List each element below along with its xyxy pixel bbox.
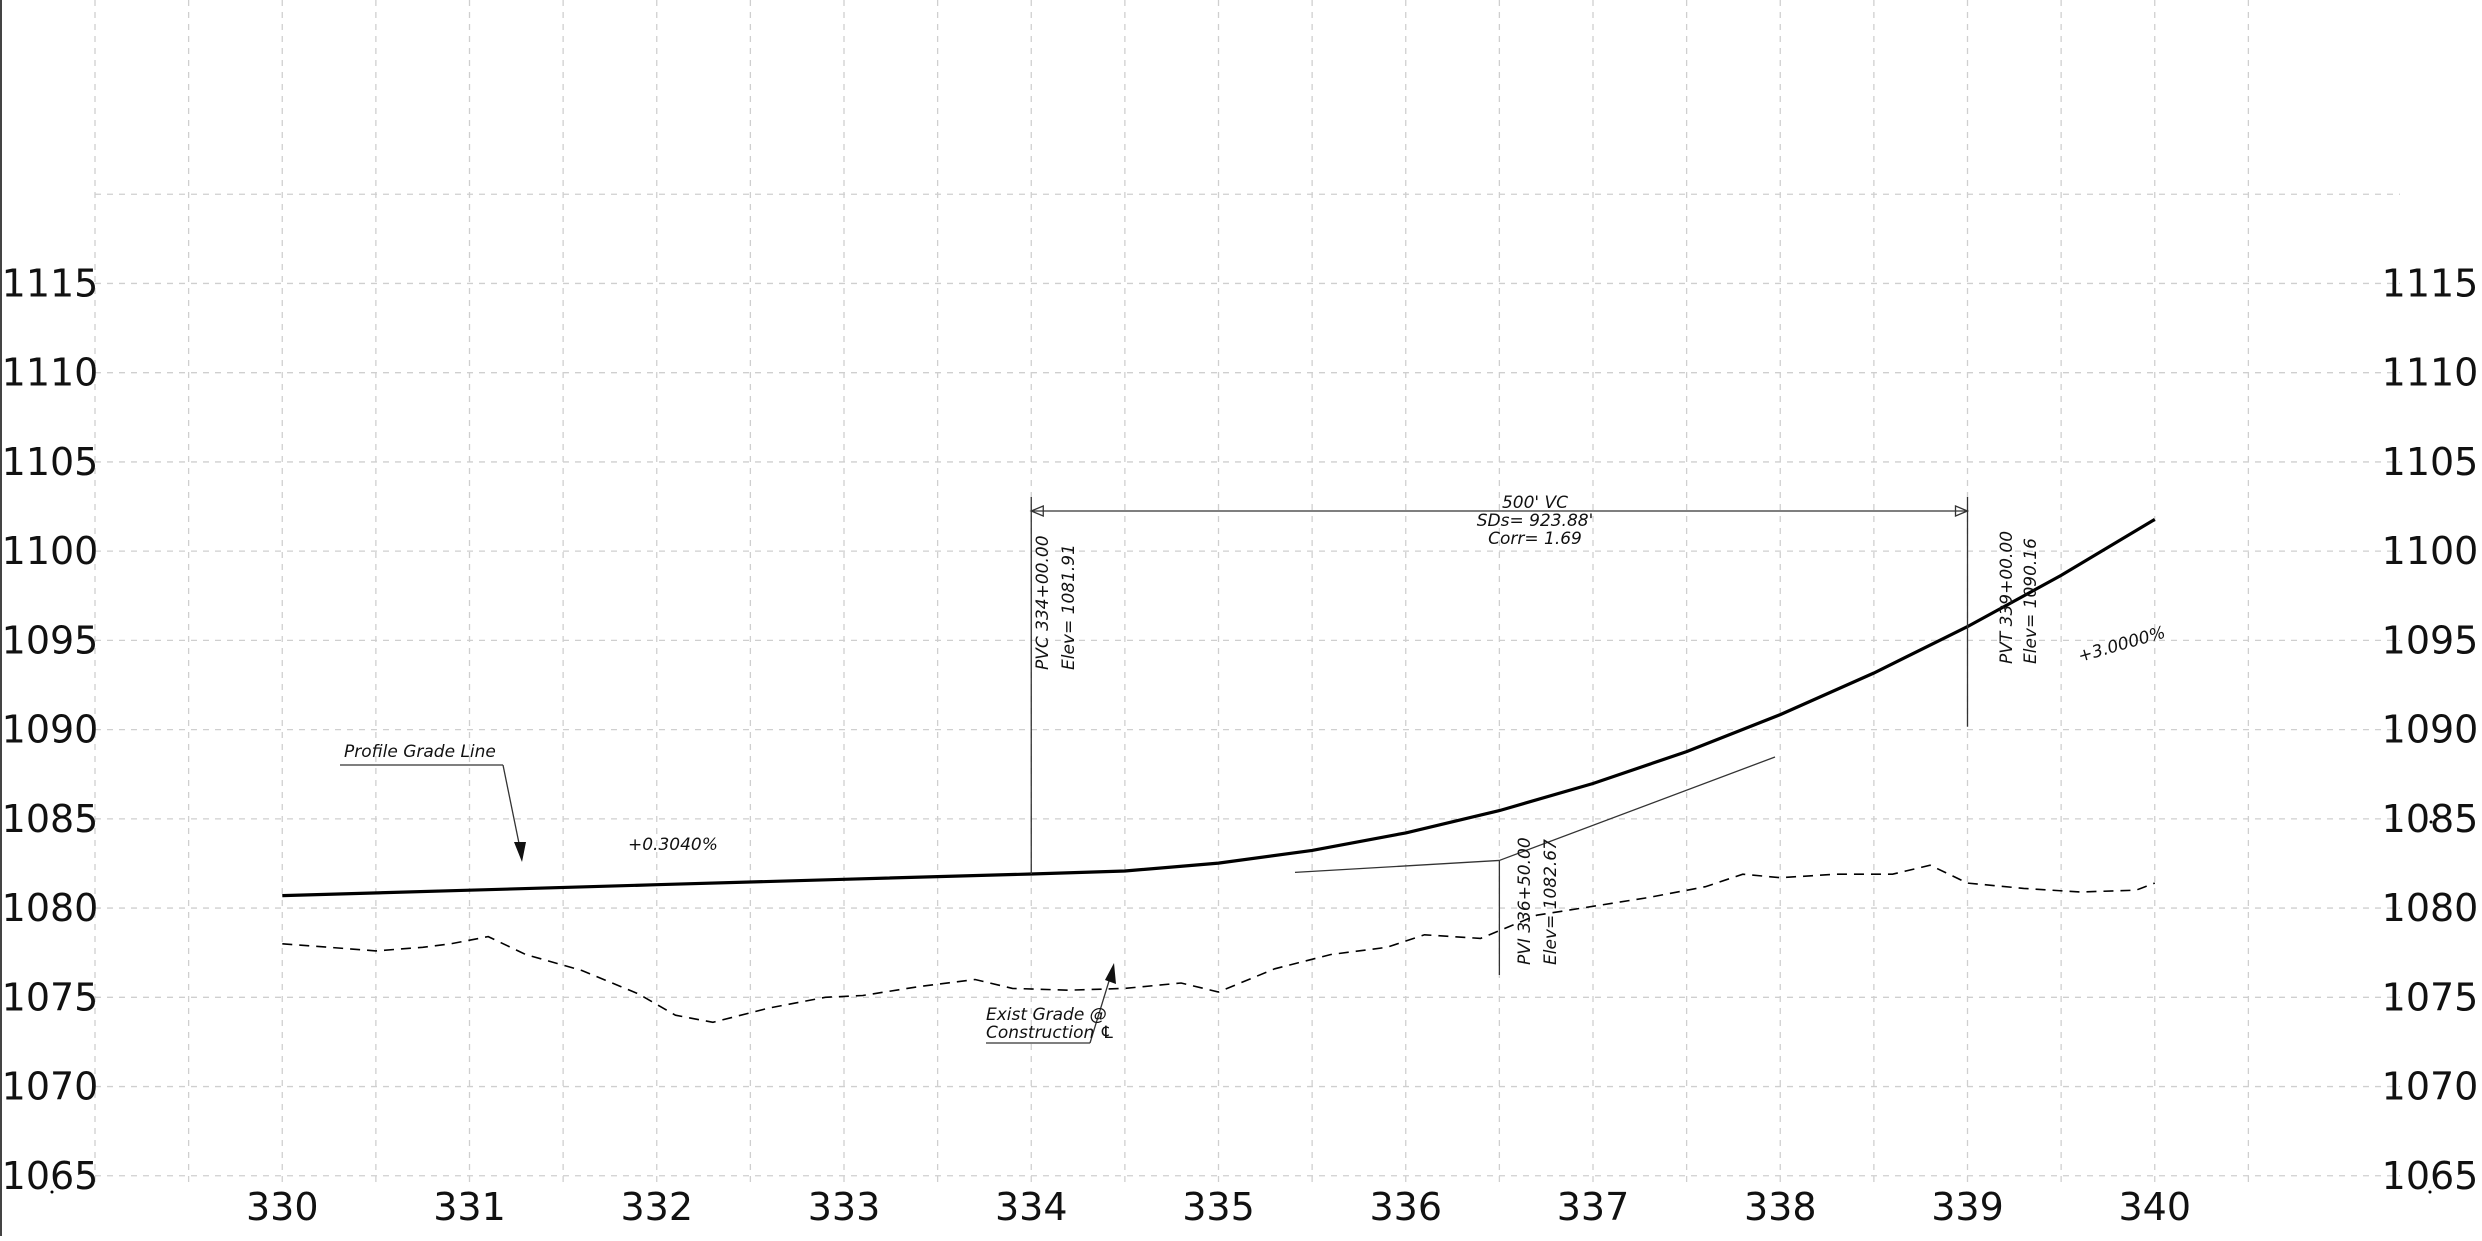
y-axis-left: 1065 1070 1075 1080 1085 1090 1095 1100 1105 1110… (2, 261, 99, 1197)
vc-length-label: 500' VC (1502, 493, 1568, 513)
correction-label: Corr= 1.69 (1488, 529, 1582, 549)
grade-left-label: +0.3040% (628, 835, 718, 855)
y-tick-label-right: 1070 (2382, 1065, 2479, 1109)
y-tick-label-right: 1095 (2382, 618, 2479, 662)
profile-grade-line (282, 518, 2156, 898)
x-tick-label: 333 (808, 1185, 881, 1229)
y-tick-label-right: 1075 (2382, 975, 2479, 1019)
pvi-elev-label: Elev= 1082.67 (1541, 839, 1561, 965)
x-tick-label: 340 (2118, 1185, 2191, 1229)
pvi-station-label: PVI 336+50.00 (1515, 837, 1535, 965)
exist-grade-leader-arrow (1105, 963, 1116, 984)
y-tick-label-right: 1110 (2382, 351, 2479, 395)
x-tick-label: 331 (433, 1185, 506, 1229)
x-tick-label: 337 (1557, 1185, 1630, 1229)
existing-grade-line (282, 864, 2156, 1024)
exist-grade-label-line1: Exist Grade @ (986, 1005, 1107, 1025)
y-tick-label-right: 1100 (2382, 529, 2479, 573)
y-tick-label-left: 1110 (2, 351, 99, 395)
y-tick-label-left: 1080 (2, 886, 99, 930)
axis-dot-right-mid (2429, 820, 2433, 824)
sight-distance-label: SDs= 923.88' (1477, 511, 1594, 531)
y-tick-label-left: 1070 (2, 1065, 99, 1109)
x-tick-label: 339 (1931, 1185, 2004, 1229)
pvc-station-label: PVC 334+00.00 (1033, 535, 1053, 670)
x-tick-label: 330 (246, 1185, 319, 1229)
axis-dot-left (50, 1190, 54, 1194)
x-tick-label: 335 (1182, 1185, 1255, 1229)
profile-grade-label: Profile Grade Line (344, 742, 496, 762)
axis-dot-right (2428, 1190, 2432, 1194)
x-tick-label: 338 (1744, 1185, 1817, 1229)
y-tick-label-right: 1105 (2382, 440, 2479, 484)
pvi-tangent-left (1294, 859, 1500, 874)
y-tick-label-right: 1085 (2382, 797, 2479, 841)
y-tick-label-right: 1080 (2382, 886, 2479, 930)
y-tick-label-right: 1115 (2382, 261, 2479, 305)
y-tick-label-left: 1090 (2, 708, 99, 752)
y-axis-right: 1065 1070 1075 1080 1085 1090 1095 1100 1105 1110… (2382, 261, 2479, 1197)
y-tick-label-right: 1065 (2382, 1154, 2479, 1198)
pvc-elev-label: Elev= 1081.91 (1059, 544, 1079, 670)
y-tick-label-right: 1090 (2382, 708, 2479, 752)
pvt-station-label: PVT 339+00.00 (1997, 531, 2017, 664)
x-tick-label: 334 (995, 1185, 1068, 1229)
x-tick-label: 332 (620, 1185, 693, 1229)
x-tick-label: 336 (1369, 1185, 1442, 1229)
exist-grade-label-line2: Construction ℄ (986, 1023, 1115, 1043)
grid-layer (94, 0, 2400, 1185)
series-layer (282, 518, 2156, 1024)
dimension-arrow-right (1954, 505, 1970, 517)
y-tick-label-left: 1095 (2, 618, 99, 662)
profile-grade-leader-arrow (514, 842, 526, 862)
y-tick-label-left: 1105 (2, 440, 99, 484)
y-tick-label-left: 1075 (2, 975, 99, 1019)
pvi-tangent-right (1499, 756, 1776, 862)
y-tick-label-left: 1100 (2, 529, 99, 573)
x-axis: 330 331 332 333 334 335 336 337 338 339 340 (246, 1185, 2191, 1229)
annotation-geometry (340, 497, 1970, 1044)
grade-right-label: +3.0000% (2076, 623, 2168, 667)
pvt-elev-label: Elev= 1090.16 (2021, 538, 2041, 664)
dimension-arrow-left (1029, 505, 1044, 517)
y-tick-label-left: 1065 (2, 1154, 99, 1198)
y-tick-label-left: 1085 (2, 797, 99, 841)
y-tick-label-left: 1115 (2, 261, 99, 305)
